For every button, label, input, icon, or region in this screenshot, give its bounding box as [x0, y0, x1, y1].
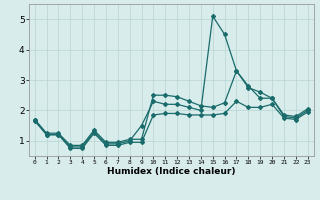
X-axis label: Humidex (Indice chaleur): Humidex (Indice chaleur): [107, 167, 236, 176]
